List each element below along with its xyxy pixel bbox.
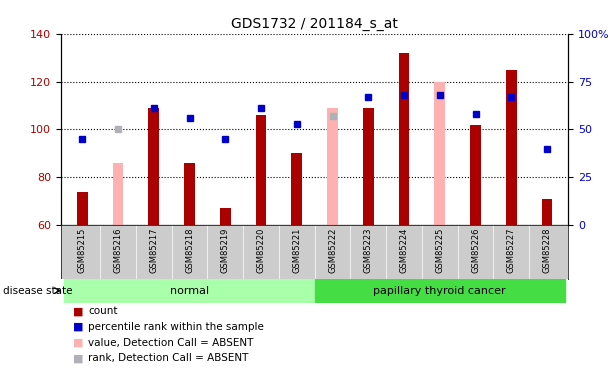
Text: percentile rank within the sample: percentile rank within the sample <box>88 322 264 332</box>
Text: GSM85221: GSM85221 <box>292 228 301 273</box>
Text: GSM85222: GSM85222 <box>328 228 337 273</box>
Title: GDS1732 / 201184_s_at: GDS1732 / 201184_s_at <box>231 17 398 32</box>
Text: value, Detection Call = ABSENT: value, Detection Call = ABSENT <box>88 338 254 348</box>
Bar <box>399 53 409 225</box>
Text: GSM85215: GSM85215 <box>78 228 87 273</box>
Text: count: count <box>88 306 118 316</box>
Text: ■: ■ <box>73 354 83 363</box>
Text: GSM85216: GSM85216 <box>114 228 122 273</box>
Bar <box>327 108 338 225</box>
Text: disease state: disease state <box>3 286 72 296</box>
Bar <box>363 108 374 225</box>
Text: ■: ■ <box>73 322 83 332</box>
Bar <box>542 199 553 225</box>
Text: GSM85224: GSM85224 <box>399 228 409 273</box>
Text: GSM85220: GSM85220 <box>257 228 266 273</box>
Bar <box>148 108 159 225</box>
Text: papillary thyroid cancer: papillary thyroid cancer <box>373 286 506 296</box>
Bar <box>184 163 195 225</box>
Text: GSM85223: GSM85223 <box>364 228 373 273</box>
Bar <box>291 153 302 225</box>
Text: GSM85227: GSM85227 <box>507 228 516 273</box>
Text: GSM85228: GSM85228 <box>542 228 551 273</box>
Text: rank, Detection Call = ABSENT: rank, Detection Call = ABSENT <box>88 354 249 363</box>
Bar <box>470 124 481 225</box>
Text: GSM85217: GSM85217 <box>149 228 158 273</box>
Bar <box>220 208 230 225</box>
Text: GSM85225: GSM85225 <box>435 228 444 273</box>
Text: GSM85218: GSM85218 <box>185 228 194 273</box>
Text: ■: ■ <box>73 338 83 348</box>
Bar <box>77 192 88 225</box>
Bar <box>255 115 266 225</box>
Bar <box>112 163 123 225</box>
Text: GSM85226: GSM85226 <box>471 228 480 273</box>
Text: ■: ■ <box>73 306 83 316</box>
Bar <box>506 70 517 225</box>
Bar <box>434 82 445 225</box>
Text: GSM85219: GSM85219 <box>221 228 230 273</box>
Text: normal: normal <box>170 286 209 296</box>
